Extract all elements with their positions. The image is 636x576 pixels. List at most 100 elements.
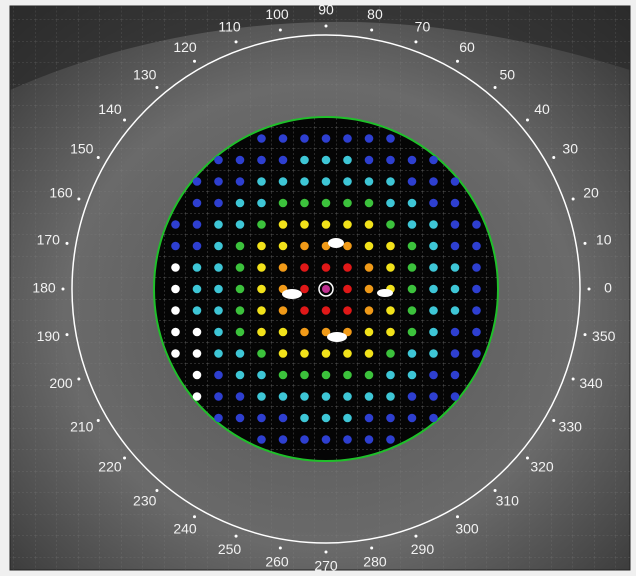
measurement-point	[171, 349, 180, 358]
measurement-point	[257, 220, 266, 229]
measurement-point	[321, 198, 331, 208]
measurement-point	[300, 155, 309, 165]
measurement-point	[343, 413, 352, 423]
measurement-point	[257, 155, 266, 165]
measurement-point	[321, 263, 331, 272]
measurement-point	[386, 220, 395, 229]
measurement-point	[300, 263, 309, 272]
measurement-point	[235, 177, 245, 186]
tick-dot	[571, 197, 575, 201]
measurement-point	[429, 220, 438, 229]
measurement-point	[429, 241, 438, 251]
tick-dot	[370, 28, 374, 32]
angle-label: 100	[265, 6, 289, 22]
measurement-point	[343, 370, 352, 380]
measurement-point	[450, 198, 460, 208]
tick-dot	[324, 550, 328, 554]
measurement-point	[386, 392, 395, 401]
measurement-point	[192, 241, 202, 251]
measurement-point	[407, 306, 417, 315]
measurement-point	[450, 284, 460, 294]
measurement-point	[343, 134, 352, 143]
measurement-point	[386, 198, 395, 208]
tick-dot	[493, 488, 497, 492]
tick-dot	[525, 118, 529, 122]
measurement-point	[171, 220, 180, 229]
measurement-point	[364, 155, 374, 165]
measurement-point	[192, 306, 202, 315]
tick-dot	[414, 534, 418, 538]
measurement-point	[321, 392, 331, 401]
measurement-point	[407, 370, 417, 380]
measurement-point	[364, 134, 374, 143]
measurement-point	[300, 370, 309, 380]
measurement-point	[300, 413, 309, 423]
measurement-point	[364, 241, 374, 251]
angle-label: 40	[534, 101, 550, 117]
measurement-point	[429, 198, 438, 208]
measurement-point	[386, 370, 395, 380]
measurement-point	[450, 241, 460, 251]
reflex	[328, 238, 344, 248]
measurement-point	[278, 263, 288, 272]
measurement-point	[214, 413, 223, 423]
measurement-point	[450, 306, 460, 315]
measurement-point	[429, 349, 438, 358]
angle-label: 350	[592, 328, 616, 344]
tick-dot	[77, 197, 81, 201]
measurement-point	[343, 349, 352, 358]
measurement-point	[300, 349, 309, 358]
measurement-point	[235, 413, 245, 423]
measurement-point	[300, 306, 309, 315]
measurement-point	[386, 349, 395, 358]
measurement-point	[343, 284, 352, 294]
measurement-point	[386, 327, 395, 337]
angle-label: 170	[37, 231, 61, 247]
angle-label: 210	[70, 419, 94, 435]
measurement-point	[472, 241, 481, 251]
measurement-point	[300, 435, 309, 444]
angle-label: 120	[173, 39, 197, 55]
measurement-point	[321, 177, 331, 186]
measurement-point	[407, 220, 417, 229]
measurement-point	[386, 241, 395, 251]
measurement-point	[450, 220, 460, 229]
measurement-point	[386, 413, 395, 423]
measurement-point	[407, 349, 417, 358]
angle-label: 140	[98, 101, 122, 117]
angle-label: 290	[411, 541, 435, 557]
tick-dot	[456, 59, 459, 63]
measurement-point	[472, 284, 481, 294]
measurement-point	[429, 155, 438, 165]
angle-label: 300	[455, 520, 479, 536]
measurement-point	[429, 327, 438, 337]
tick-dot	[370, 546, 374, 550]
measurement-point	[450, 177, 460, 186]
tick-dot	[493, 86, 497, 90]
measurement-point	[450, 349, 460, 358]
measurement-point	[429, 263, 438, 272]
tick-dot	[193, 515, 196, 519]
angle-label: 10	[596, 231, 612, 247]
measurement-point	[364, 220, 374, 229]
measurement-point	[450, 392, 460, 401]
angle-label: 260	[265, 553, 289, 569]
measurement-point	[171, 241, 180, 251]
angle-label: 60	[459, 39, 475, 55]
measurement-point	[321, 413, 331, 423]
measurement-point	[343, 392, 352, 401]
tick-dot	[278, 28, 282, 32]
measurement-point	[407, 198, 417, 208]
measurement-point	[257, 413, 266, 423]
measurement-point	[192, 220, 202, 229]
measurement-point	[364, 370, 374, 380]
measurement-point	[192, 177, 202, 186]
measurement-point	[214, 220, 223, 229]
measurement-point	[343, 263, 352, 272]
measurement-point	[300, 220, 309, 229]
reflex	[327, 332, 347, 342]
measurement-point	[364, 349, 374, 358]
measurement-point	[300, 327, 309, 337]
angle-label: 90	[318, 2, 334, 18]
measurement-point	[450, 327, 460, 337]
